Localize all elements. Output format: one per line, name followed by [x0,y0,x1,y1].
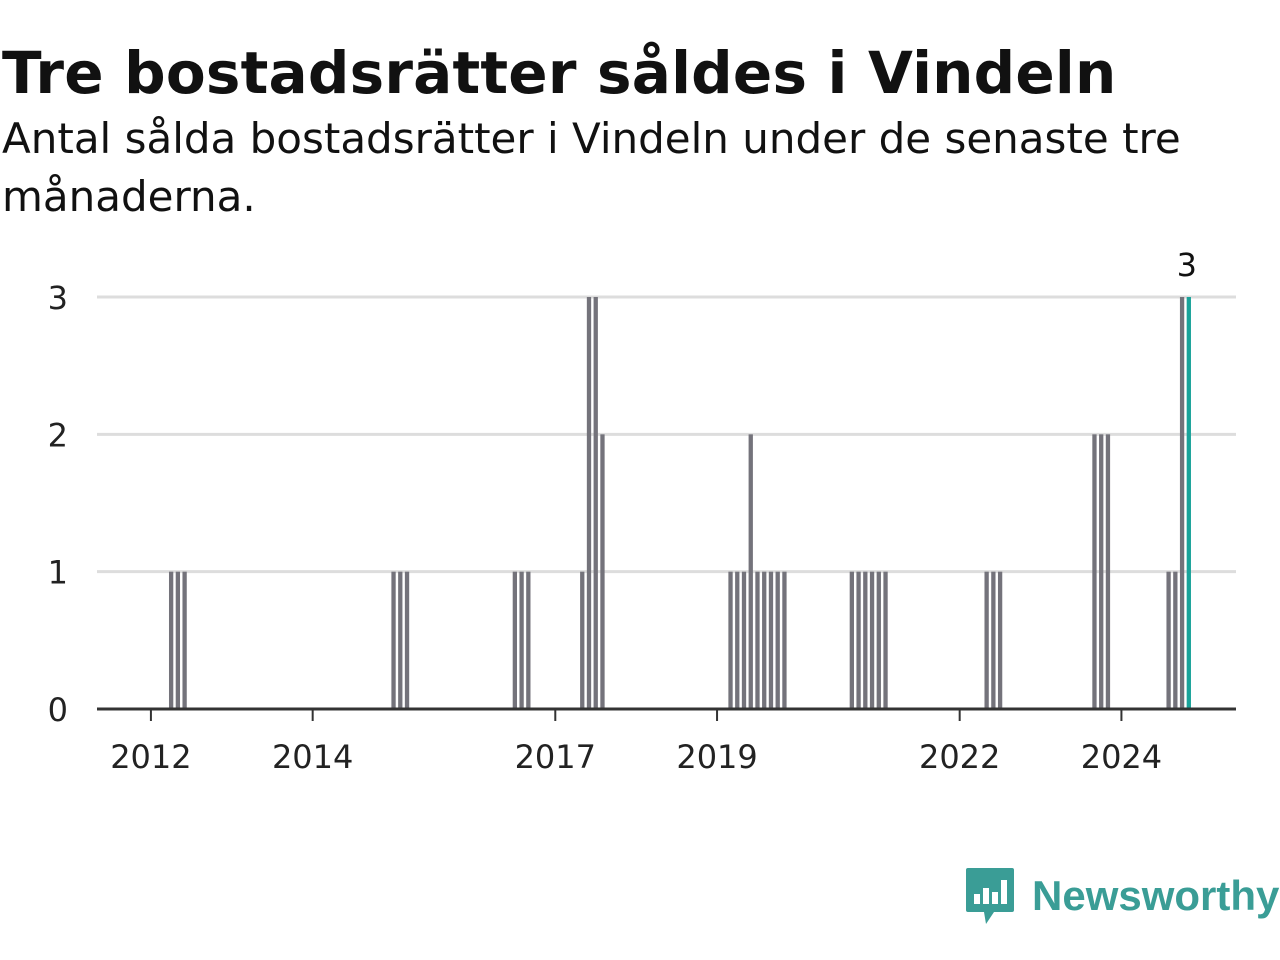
bar [728,571,733,709]
bar [876,571,881,709]
bar-chart-speech-bubble-icon [966,868,1014,924]
x-tick-label: 2022 [919,738,1000,776]
y-axis-ticks: 0 1 2 3 [48,279,68,729]
bar [883,571,888,709]
bar [869,571,875,709]
bar [863,571,868,709]
bar [849,571,854,709]
bar [580,571,585,709]
bar [1173,571,1178,709]
bar [782,571,787,709]
bar [856,571,861,709]
gridlines [97,295,1236,574]
bar [735,571,740,709]
bar [600,434,605,709]
y-tick-label: 2 [48,416,68,454]
bar [1166,571,1171,709]
bar [404,571,410,709]
bar [991,571,996,709]
x-tick-label: 2017 [515,738,596,776]
data-labels: 3 [1177,246,1197,284]
bar [1092,434,1097,709]
x-tick-label: 2014 [272,738,353,776]
bar [741,571,747,709]
bar [775,571,780,709]
bar [526,571,531,709]
bar [182,571,187,709]
data-label: 3 [1177,246,1197,284]
bar [1099,434,1104,709]
bar [512,571,518,709]
chart-title: Tre bostadsrätter såldes i Vindeln [2,39,1117,107]
bar [768,571,774,709]
bar [762,571,767,709]
bar [586,297,592,709]
bar [398,571,403,709]
brand-logo: Newsworthy [964,864,1279,928]
bar [391,571,396,709]
bar [1105,434,1111,709]
bar-highlighted [1186,297,1191,709]
x-tick-label: 2024 [1081,738,1162,776]
bar [175,571,181,709]
bar-chart: 0 1 2 3 2012 2014 2017 2019 2022 2024 3 [48,246,1236,776]
y-tick-label: 3 [48,279,68,317]
x-tick-label: 2012 [110,738,191,776]
bar [593,297,598,709]
x-axis-ticks: 2012 2014 2017 2019 2022 2024 [110,709,1162,776]
bar [168,571,174,709]
x-tick-label: 2019 [676,738,757,776]
y-tick-label: 1 [48,554,68,592]
bar [997,571,1003,709]
bar [755,571,760,709]
bar [748,434,753,709]
bar [984,571,989,709]
brand-name: Newsworthy [1032,872,1280,919]
bar [519,571,524,709]
y-tick-label: 0 [48,691,68,729]
chart-subtitle: Antal sålda bostadsrätter i Vindeln unde… [2,114,1181,221]
bar [1179,297,1185,709]
bars [168,297,1191,709]
